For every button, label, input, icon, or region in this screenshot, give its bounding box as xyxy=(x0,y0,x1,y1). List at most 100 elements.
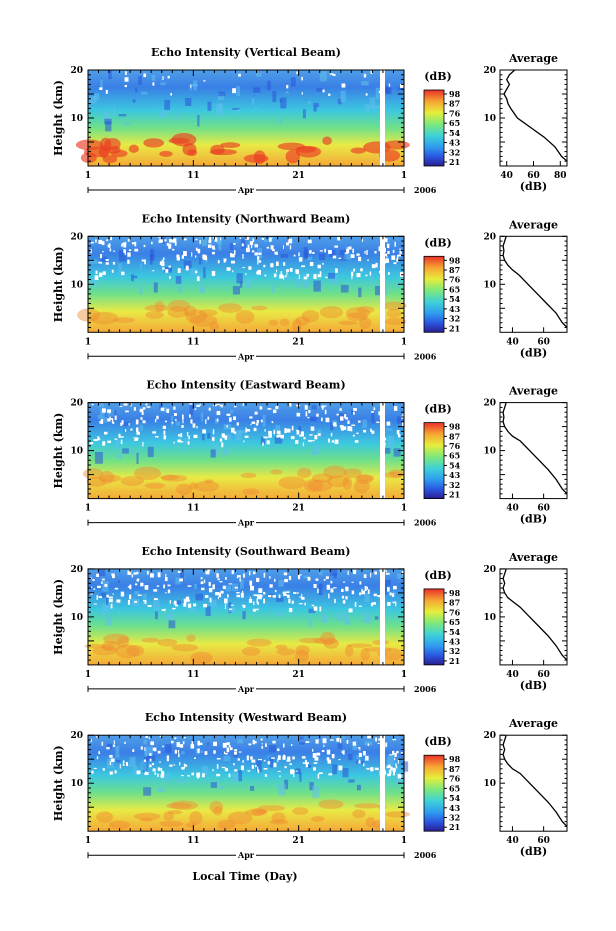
missing-data xyxy=(249,241,254,245)
missing-data xyxy=(277,755,281,760)
missing-data xyxy=(120,436,124,438)
heatmap-texture xyxy=(200,284,205,292)
heatmap-texture xyxy=(161,474,188,482)
missing-data xyxy=(273,762,277,768)
missing-data xyxy=(208,587,213,593)
heatmap-texture xyxy=(236,109,241,114)
missing-data xyxy=(140,582,144,587)
missing-data xyxy=(209,597,212,603)
heatmap-texture xyxy=(356,306,375,314)
heatmap-texture xyxy=(299,637,327,644)
heatmap-texture xyxy=(139,424,143,431)
missing-data xyxy=(101,418,103,423)
heatmap-texture xyxy=(102,602,110,615)
heatmap-texture xyxy=(117,580,121,583)
heatmap-texture xyxy=(275,424,281,435)
missing-data xyxy=(125,410,129,413)
missing-data xyxy=(190,84,192,88)
heatmap-texture xyxy=(402,761,409,772)
missing-data xyxy=(168,243,172,249)
heatmap-texture xyxy=(311,473,333,483)
heatmap-texture xyxy=(98,402,104,408)
missing-data xyxy=(189,403,193,405)
missing-data xyxy=(107,409,112,413)
missing-data xyxy=(397,774,402,779)
missing-data xyxy=(107,244,111,248)
heatmap-texture xyxy=(330,569,338,576)
heatmap-texture xyxy=(207,101,212,111)
heatmap-texture xyxy=(278,476,306,490)
missing-data xyxy=(211,270,216,276)
missing-data xyxy=(322,89,325,93)
missing-data xyxy=(90,241,94,244)
heatmap-texture xyxy=(268,593,275,598)
missing-data xyxy=(371,430,375,434)
missing-data xyxy=(340,427,345,431)
missing-data xyxy=(249,583,252,587)
heatmap-texture xyxy=(99,470,115,484)
missing-data xyxy=(101,578,105,581)
heatmap-texture xyxy=(277,611,283,617)
heatmap-texture xyxy=(118,114,127,117)
missing-data xyxy=(328,438,330,443)
missing-data xyxy=(123,249,126,253)
profile-y-tick-label: 20 xyxy=(483,232,496,242)
heatmap-texture xyxy=(168,299,191,312)
heatmap-texture xyxy=(167,810,183,815)
missing-data xyxy=(183,251,187,257)
heatmap-texture xyxy=(269,756,274,768)
x-tick-label: 11 xyxy=(187,504,200,514)
x-tick-label: 21 xyxy=(292,670,305,680)
heatmap-texture xyxy=(316,88,323,92)
missing-data xyxy=(336,737,340,742)
heatmap-texture xyxy=(396,573,405,580)
heatmap-texture xyxy=(308,619,313,628)
missing-data xyxy=(403,606,407,610)
missing-data xyxy=(344,252,348,254)
heatmap-texture xyxy=(385,87,392,95)
missing-data xyxy=(323,578,326,581)
missing-data xyxy=(215,592,220,596)
missing-data xyxy=(342,600,346,604)
heatmap-texture xyxy=(170,416,174,427)
missing-data xyxy=(214,237,218,242)
missing-data xyxy=(248,571,251,576)
missing-data xyxy=(356,272,361,278)
heatmap-texture xyxy=(299,772,302,782)
missing-data xyxy=(154,419,157,423)
profile-frame xyxy=(499,568,568,666)
missing-data xyxy=(133,572,137,575)
month-label-bg xyxy=(236,683,256,694)
missing-data xyxy=(204,751,208,755)
colorbar-tick-label: 43 xyxy=(449,138,461,148)
missing-data xyxy=(230,260,235,264)
missing-data xyxy=(269,576,271,579)
heatmap-texture xyxy=(218,239,222,251)
month-label-bg xyxy=(236,850,256,861)
missing-data xyxy=(242,604,246,609)
missing-data xyxy=(181,766,185,770)
missing-data xyxy=(327,585,330,588)
missing-data xyxy=(385,570,388,573)
heatmap-texture xyxy=(309,782,314,791)
x-tick-label: 11 xyxy=(187,836,200,846)
missing-data xyxy=(396,255,399,260)
missing-data xyxy=(250,423,252,426)
missing-data xyxy=(351,271,354,277)
missing-data xyxy=(107,440,112,443)
heatmap-texture xyxy=(164,99,171,110)
profile-title: Average xyxy=(508,52,558,65)
missing-data xyxy=(194,757,196,759)
data-gap xyxy=(380,402,385,499)
heatmap-texture xyxy=(346,643,373,648)
heatmap-texture xyxy=(320,631,336,646)
missing-data xyxy=(218,596,220,600)
heatmap-texture xyxy=(219,786,225,790)
heatmap-texture xyxy=(238,770,243,782)
heatmap-texture xyxy=(165,613,173,620)
missing-data xyxy=(257,256,260,260)
x-tick-label: 11 xyxy=(187,171,200,181)
missing-data xyxy=(179,762,181,766)
missing-data xyxy=(272,740,276,744)
missing-data xyxy=(241,243,244,247)
